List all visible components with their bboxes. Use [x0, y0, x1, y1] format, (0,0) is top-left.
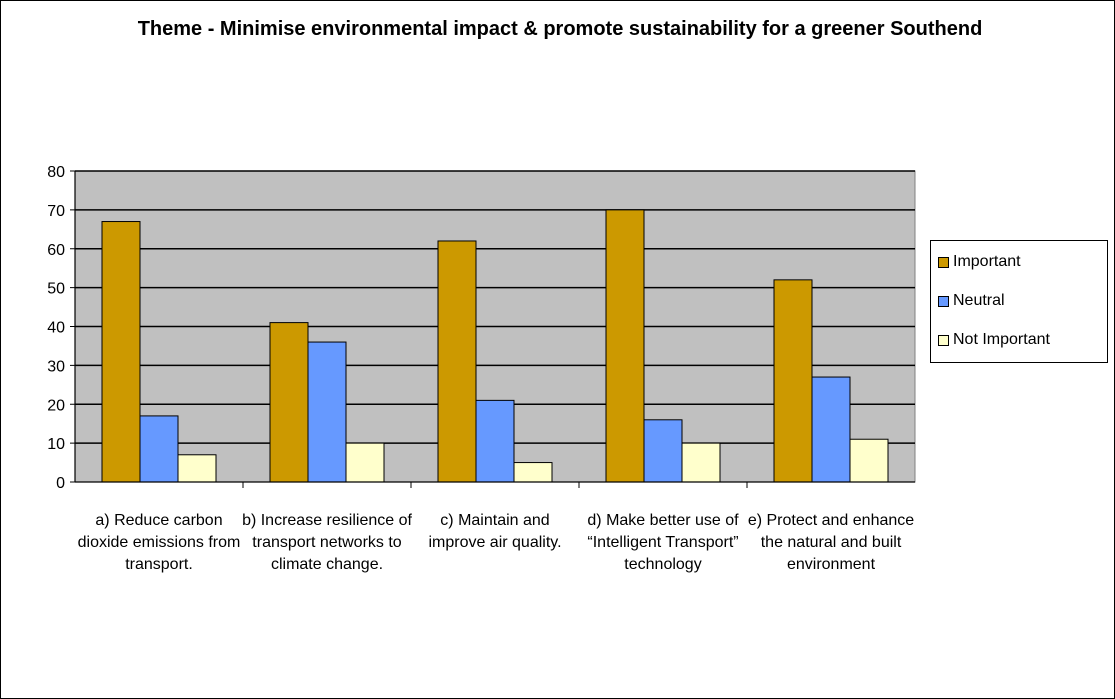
x-category-label: a) Reduce carbon dioxide emissions from …	[77, 512, 241, 573]
bar	[177, 454, 217, 483]
y-tick-label: 0	[56, 475, 65, 492]
y-tick-label: 50	[47, 281, 65, 298]
bar	[605, 209, 645, 483]
bar	[643, 419, 683, 483]
legend-swatch-not-important	[938, 334, 949, 346]
y-tick-label: 60	[47, 242, 65, 259]
bar	[101, 221, 141, 483]
bar	[307, 341, 347, 483]
legend-swatch-important	[938, 256, 949, 268]
x-category-label: d) Make better use of “Intelligent Trans…	[587, 512, 739, 573]
chart-title: Theme - Minimise environmental impact & …	[137, 18, 983, 40]
bar	[773, 279, 813, 483]
bar	[437, 240, 477, 483]
x-category-label: c) Maintain and improve air quality.	[428, 512, 562, 551]
y-tick-label: 20	[47, 397, 65, 414]
bar	[513, 462, 553, 483]
y-tick-label: 80	[47, 164, 65, 181]
legend: Important Neutral Not Important	[930, 240, 1108, 363]
legend-item-important: Important	[938, 251, 1021, 273]
legend-label-neutral: Neutral	[953, 292, 1005, 309]
y-tick-label: 10	[47, 436, 65, 453]
y-tick-label: 40	[47, 320, 65, 337]
bar	[139, 415, 179, 483]
y-tick-label: 70	[47, 203, 65, 220]
bar	[681, 442, 721, 483]
legend-item-not-important: Not Important	[938, 329, 1050, 351]
legend-label-important: Important	[953, 253, 1021, 270]
legend-swatch-neutral	[938, 295, 949, 307]
bar	[811, 376, 851, 483]
y-tick-label: 30	[47, 358, 65, 375]
bar	[269, 322, 309, 483]
legend-item-neutral: Neutral	[938, 290, 1005, 312]
bar	[475, 399, 515, 483]
x-category-label: e) Protect and enhance the natural and b…	[747, 512, 915, 573]
bar	[345, 442, 385, 483]
legend-label-not-important: Not Important	[953, 331, 1050, 348]
x-category-label: b) Increase resilience of transport netw…	[242, 512, 412, 573]
bar	[849, 438, 889, 483]
